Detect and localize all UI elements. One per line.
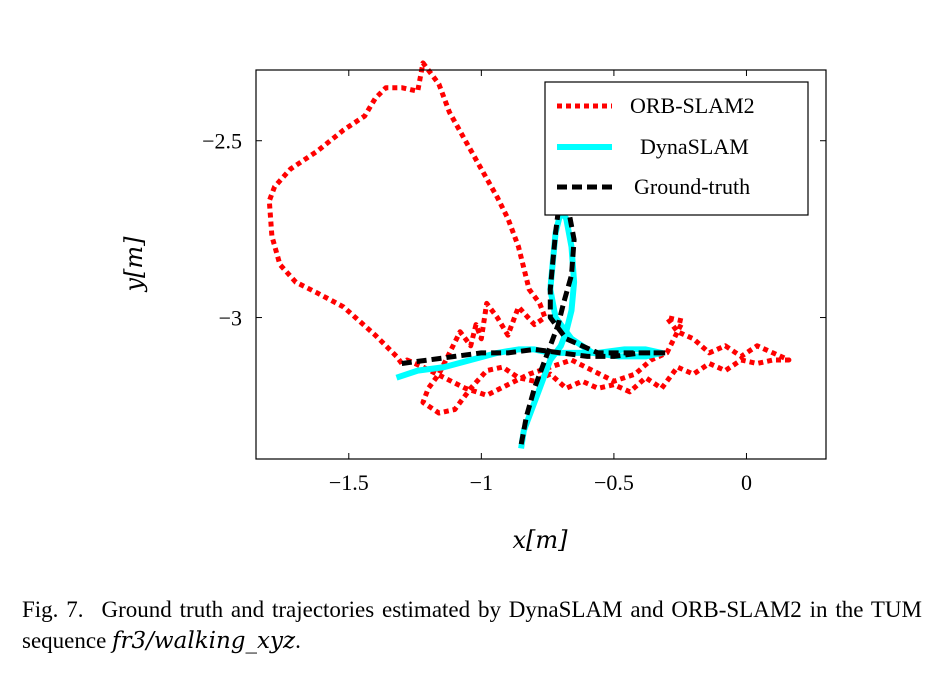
legend: ORB-SLAM2 DynaSLAM Ground-truth — [544, 81, 809, 216]
plot-frame — [255, 69, 827, 460]
x-axis-title: x[m] — [512, 526, 568, 554]
series-layer — [266, 60, 792, 449]
tick-layer: −1.5 −1 −0.5 0 −2.5 −3 — [202, 70, 826, 495]
legend-label-dynaslam: DynaSLAM — [640, 134, 749, 159]
y-tick-label: −3 — [219, 306, 242, 331]
series-line-orb-slam2 — [266, 60, 792, 416]
figure-caption: Fig. 7. Ground truth and trajectories est… — [22, 594, 922, 657]
series-line-dynaslam — [395, 208, 665, 449]
legend-label-ground-truth: Ground-truth — [634, 174, 750, 199]
caption-sequence: fr3/walking_xyz — [112, 628, 296, 654]
series-line-ground-truth — [401, 194, 670, 446]
x-tick-label: 0 — [741, 470, 752, 495]
caption-label: Fig. 7. — [22, 597, 84, 622]
caption-text: Ground truth and trajectories estimated … — [22, 597, 922, 653]
y-axis-title: y[m] — [120, 236, 148, 293]
x-tick-label: −1 — [470, 470, 493, 495]
legend-label-orb-slam2: ORB-SLAM2 — [630, 93, 755, 118]
x-tick-label: −1.5 — [329, 470, 369, 495]
y-tick-label: −2.5 — [202, 129, 242, 154]
x-tick-label: −0.5 — [594, 470, 634, 495]
caption-end: . — [295, 628, 301, 653]
